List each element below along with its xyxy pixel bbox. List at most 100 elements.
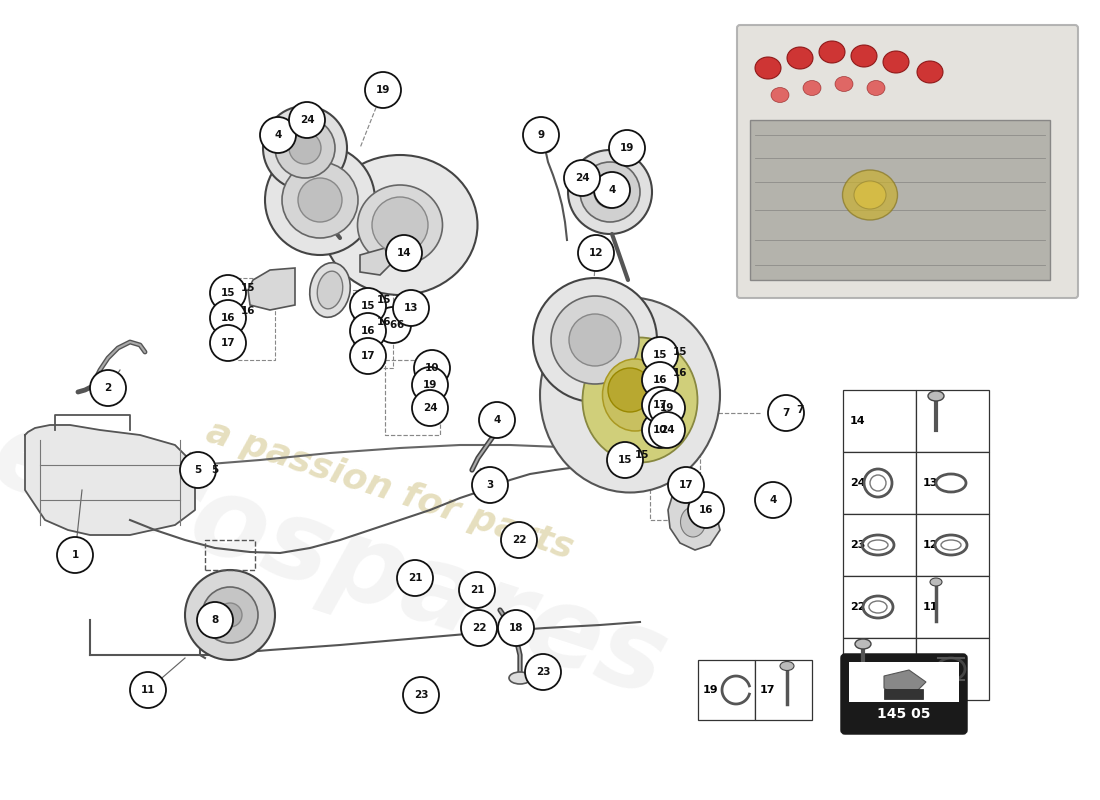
Text: 19: 19 <box>422 380 437 390</box>
Bar <box>843 576 916 638</box>
Bar <box>916 514 989 576</box>
Circle shape <box>412 390 448 426</box>
Circle shape <box>478 402 515 438</box>
Circle shape <box>57 537 94 573</box>
Text: 15: 15 <box>361 301 375 311</box>
Text: 17: 17 <box>361 351 375 361</box>
Circle shape <box>500 522 537 558</box>
Circle shape <box>580 162 640 222</box>
Text: 24: 24 <box>850 478 866 488</box>
Text: 15: 15 <box>635 450 649 460</box>
Bar <box>750 120 1050 280</box>
Text: a passion for parts: a passion for parts <box>202 414 578 566</box>
Ellipse shape <box>883 51 909 73</box>
Text: 22: 22 <box>850 602 866 612</box>
Circle shape <box>569 314 622 366</box>
Text: 16: 16 <box>652 375 668 385</box>
Circle shape <box>289 132 321 164</box>
Text: 16: 16 <box>241 306 255 316</box>
Text: 23: 23 <box>414 690 428 700</box>
Bar <box>884 689 923 699</box>
Circle shape <box>275 118 336 178</box>
Ellipse shape <box>317 271 343 309</box>
Circle shape <box>298 178 342 222</box>
Circle shape <box>461 610 497 646</box>
Circle shape <box>642 412 678 448</box>
Text: 145 05: 145 05 <box>878 707 931 721</box>
Text: 11: 11 <box>141 685 155 695</box>
Circle shape <box>578 235 614 271</box>
Bar <box>916 390 989 452</box>
Ellipse shape <box>855 639 871 649</box>
Text: 21: 21 <box>408 573 422 583</box>
Text: 17: 17 <box>679 480 693 490</box>
Circle shape <box>594 176 626 208</box>
Circle shape <box>210 275 246 311</box>
Ellipse shape <box>540 298 720 493</box>
Bar <box>843 390 916 452</box>
Circle shape <box>642 387 678 423</box>
Circle shape <box>642 362 678 398</box>
Circle shape <box>197 602 233 638</box>
Text: 22: 22 <box>512 535 526 545</box>
Text: 12: 12 <box>923 540 938 550</box>
Circle shape <box>350 338 386 374</box>
Circle shape <box>350 313 386 349</box>
Text: 13: 13 <box>404 303 418 313</box>
Polygon shape <box>248 268 295 310</box>
Ellipse shape <box>681 507 705 537</box>
Text: 4: 4 <box>769 495 777 505</box>
Circle shape <box>393 290 429 326</box>
Circle shape <box>265 145 375 255</box>
Text: 10: 10 <box>923 664 938 674</box>
FancyBboxPatch shape <box>737 25 1078 298</box>
Text: 22: 22 <box>472 623 486 633</box>
Circle shape <box>412 367 448 403</box>
FancyBboxPatch shape <box>842 655 966 733</box>
Ellipse shape <box>358 185 442 265</box>
Bar <box>916 638 989 700</box>
Text: 23: 23 <box>850 540 866 550</box>
Circle shape <box>365 72 402 108</box>
Polygon shape <box>668 495 720 550</box>
Text: 19: 19 <box>703 685 718 695</box>
Text: 6: 6 <box>396 320 404 330</box>
Circle shape <box>210 300 246 336</box>
Bar <box>916 452 989 514</box>
Ellipse shape <box>310 262 350 318</box>
Text: 18: 18 <box>508 623 524 633</box>
Text: 17: 17 <box>221 338 235 348</box>
Ellipse shape <box>867 81 886 95</box>
Bar <box>843 452 916 514</box>
Circle shape <box>403 677 439 713</box>
Circle shape <box>498 610 534 646</box>
Ellipse shape <box>854 181 886 209</box>
Text: 19: 19 <box>619 143 635 153</box>
Circle shape <box>289 102 324 138</box>
Text: 19: 19 <box>376 85 390 95</box>
Circle shape <box>180 452 216 488</box>
Polygon shape <box>25 425 195 535</box>
Text: 13: 13 <box>923 478 938 488</box>
Text: 7: 7 <box>782 408 790 418</box>
Bar <box>849 662 959 702</box>
Text: 17: 17 <box>760 685 775 695</box>
Text: 4: 4 <box>493 415 500 425</box>
Ellipse shape <box>820 41 845 63</box>
Circle shape <box>414 350 450 386</box>
Bar <box>755 660 812 720</box>
Text: 10: 10 <box>652 425 668 435</box>
Ellipse shape <box>803 81 821 95</box>
Circle shape <box>263 106 346 190</box>
Text: 1: 1 <box>72 550 78 560</box>
Text: 10: 10 <box>425 363 439 373</box>
Circle shape <box>130 672 166 708</box>
Text: 2: 2 <box>104 383 111 393</box>
Circle shape <box>768 395 804 431</box>
Circle shape <box>397 560 433 596</box>
Text: 3: 3 <box>486 480 494 490</box>
Text: 24: 24 <box>299 115 315 125</box>
Circle shape <box>608 368 652 412</box>
Ellipse shape <box>603 359 668 431</box>
Circle shape <box>260 117 296 153</box>
